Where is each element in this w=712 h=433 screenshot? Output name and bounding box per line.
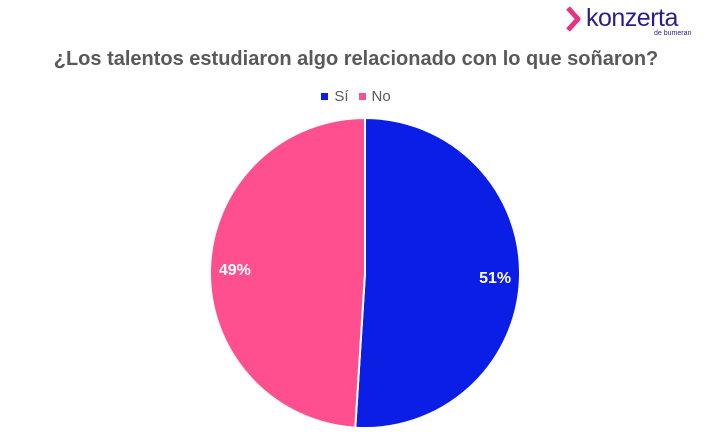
data-label-si: 51% bbox=[479, 270, 511, 287]
data-label-no: 49% bbox=[219, 262, 251, 279]
konzerta-chevron-icon bbox=[566, 6, 581, 32]
legend-item-si: Sí bbox=[321, 88, 349, 105]
pie-slice-no bbox=[209, 116, 366, 429]
legend-item-no: No bbox=[358, 88, 391, 105]
legend-swatch-si bbox=[321, 93, 329, 100]
legend-label-si: Sí bbox=[334, 88, 349, 105]
konzerta-logo: konzerta de bumeran bbox=[566, 4, 696, 40]
pie-slice-si bbox=[354, 116, 521, 429]
chart-title: ¿Los talentos estudiaron algo relacionad… bbox=[53, 48, 659, 70]
legend-swatch-no bbox=[358, 93, 366, 100]
brand-tagline: de bumeran bbox=[654, 30, 692, 37]
chart-legend: Sí No bbox=[0, 88, 712, 105]
legend-label-no: No bbox=[371, 88, 391, 105]
brand-name: konzerta bbox=[586, 4, 678, 32]
